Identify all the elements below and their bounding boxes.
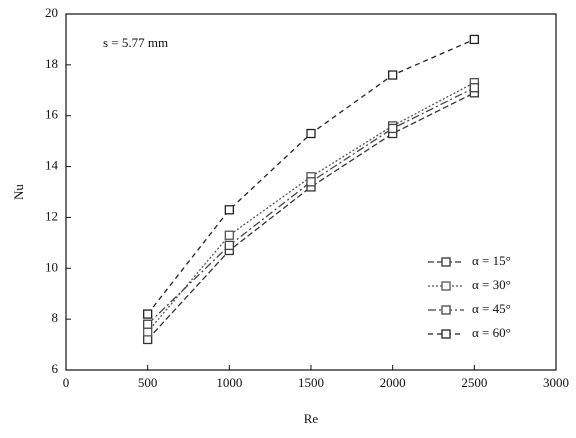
marker [224,240,234,251]
x-tick-label: 2000 [380,375,406,390]
y-tick-label: 12 [45,208,58,223]
x-tick-label: 500 [138,375,158,390]
y-tick-label: 10 [45,259,58,274]
marker [388,70,398,80]
legend-marker [441,281,451,291]
marker [224,205,234,215]
legend-label: α = 15° [472,253,511,268]
marker [143,334,153,345]
series-line [147,87,475,325]
y-tick-label: 20 [45,5,58,20]
marker [143,327,153,337]
marker [306,128,316,139]
series-line [147,92,475,340]
marker [143,319,153,329]
x-axis-label: Re [304,411,319,426]
marker [143,309,153,319]
marker [224,230,234,240]
marker [469,83,479,93]
legend-marker [441,305,451,315]
legend-marker [441,257,451,267]
x-tick-label: 1000 [216,375,242,390]
plot-frame [65,13,557,371]
x-tick-label: 2500 [461,375,487,390]
legend-label: α = 60° [472,325,511,340]
y-tick-label: 16 [45,107,59,122]
legend-label: α = 30° [472,277,511,292]
legend-marker [441,329,451,339]
annotation: s = 5.77 mm [103,35,168,50]
marker [388,123,398,134]
y-tick-label: 14 [45,158,59,173]
y-tick-label: 8 [52,310,59,325]
x-tick-label: 1500 [298,375,324,390]
y-tick-label: 18 [45,56,58,71]
legend-label: α = 45° [472,301,511,316]
y-tick-label: 6 [52,361,59,376]
marker [469,34,479,45]
x-tick-label: 0 [63,375,70,390]
series-line [147,82,475,333]
x-tick-label: 3000 [543,375,569,390]
y-axis-label: Nu [11,184,26,200]
marker [306,177,316,187]
